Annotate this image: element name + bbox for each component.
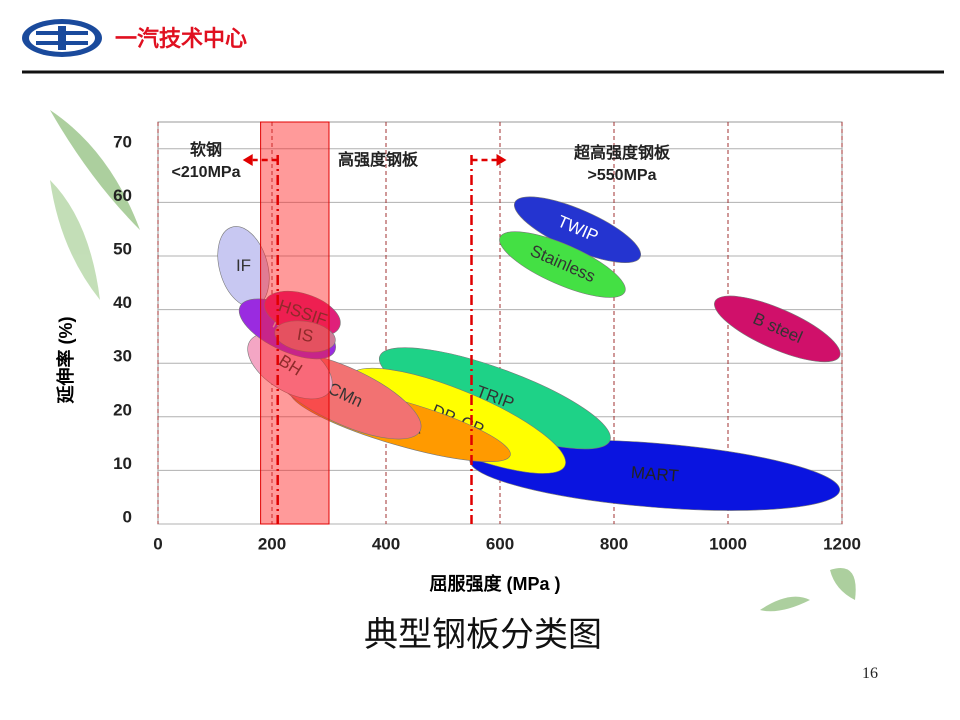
x-axis-label: 屈服强度 (MPa ) — [429, 573, 560, 594]
x-tick-label: 1200 — [823, 534, 861, 553]
y-tick-label: 60 — [113, 186, 132, 205]
x-tick-label: 1000 — [709, 534, 747, 553]
caption: 典型钢板分类图 — [364, 616, 602, 654]
header-title: 一汽技术中心 — [115, 26, 247, 51]
x-tick-label: 200 — [258, 534, 286, 553]
region-label: IS — [296, 325, 315, 346]
y-tick-label: 30 — [113, 347, 132, 366]
logo — [22, 19, 102, 57]
x-tick-label: 400 — [372, 534, 400, 553]
y-axis-label: 延伸率 (%) — [55, 317, 76, 405]
region — [499, 231, 626, 298]
threshold-arrowhead — [242, 154, 253, 166]
y-tick-label: 70 — [113, 132, 132, 151]
annotation: <210MPa — [172, 164, 241, 181]
strength-band — [260, 121, 330, 525]
y-tick-label: 10 — [113, 454, 132, 473]
x-tick-label: 600 — [486, 534, 514, 553]
region — [714, 295, 841, 363]
plot: 0 10 20 30 40 50 60 70 0 200 400 600 800 1000 1200 屈服强度… — [55, 121, 861, 594]
y-tick-label: 40 — [113, 293, 132, 312]
y-tick-label: 20 — [113, 400, 132, 419]
page-number: 16 — [862, 665, 878, 682]
leaf-decoration — [50, 110, 856, 612]
threshold-arrowhead — [496, 154, 507, 166]
annotation: 高强度钢板 — [338, 150, 419, 169]
x-tick-label: 0 — [153, 534, 162, 553]
region-label: MART — [630, 463, 679, 486]
annotation: 超高强度钢板 — [573, 143, 671, 162]
x-tick-label: 800 — [600, 534, 628, 553]
y-tick-label: 50 — [113, 239, 132, 258]
annotation: >550MPa — [588, 167, 657, 184]
region — [274, 320, 336, 353]
annotation: 软钢 — [190, 140, 222, 159]
region-label: IF — [236, 256, 251, 275]
y-tick-label: 0 — [123, 507, 132, 526]
